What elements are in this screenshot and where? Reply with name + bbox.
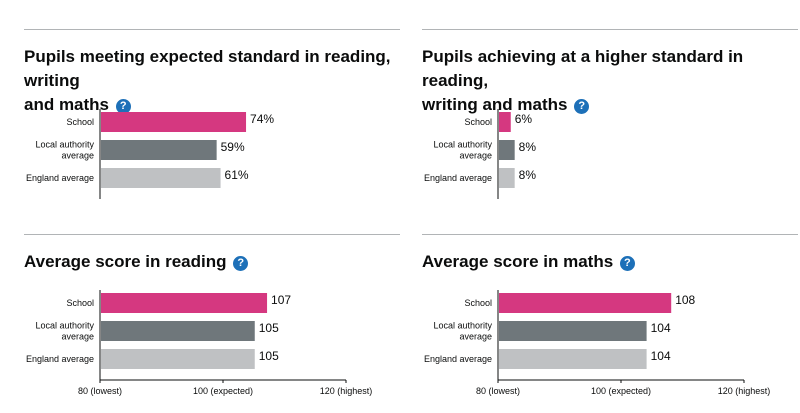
question-mark-help-icon[interactable]: ? — [115, 99, 131, 114]
category-label: School — [66, 117, 94, 127]
data-label: 108 — [675, 293, 695, 307]
bar-local-authority — [101, 140, 217, 160]
category-label: Local authority — [35, 321, 94, 331]
data-label: 105 — [259, 321, 279, 335]
bar-local-authority — [499, 140, 515, 160]
chart-title-line: Average score in maths — [422, 252, 614, 271]
chart-panel-higher-standard: Pupils achieving at a higher standard in… — [422, 29, 798, 209]
chart-panel-maths-score: Average score in maths ? 108 School 104 Loc… — [422, 234, 798, 413]
divider — [422, 234, 798, 235]
chart-title-line: Average score in reading — [24, 252, 227, 271]
bar-england — [499, 349, 647, 369]
tick-label: 100 (expected) — [591, 386, 651, 396]
bar-england — [101, 168, 221, 188]
divider — [24, 234, 400, 235]
category-label: Local authority — [433, 321, 492, 331]
bar-local-authority — [499, 321, 647, 341]
bar-local-authority — [101, 321, 255, 341]
category-label: average — [61, 151, 94, 161]
category-label: Local authority — [433, 140, 492, 150]
tick-label: 120 (highest) — [718, 386, 771, 396]
bar-school — [101, 293, 268, 313]
chart-title-line: and maths — [24, 95, 110, 114]
category-label: School — [464, 117, 492, 127]
chart-title: Average score in reading ? — [24, 250, 249, 274]
divider — [24, 29, 400, 30]
divider — [422, 29, 798, 30]
chart-title-line: Pupils meeting expected standard in read… — [24, 47, 391, 90]
category-label: Local authority — [35, 140, 94, 150]
data-label: 6% — [515, 112, 533, 126]
chart-title: Pupils meeting expected standard in read… — [24, 45, 400, 117]
data-label: 74% — [250, 112, 274, 126]
category-label: School — [66, 298, 94, 308]
chart-title: Average score in maths ? — [422, 250, 635, 274]
data-label: 105 — [259, 349, 279, 363]
chart-panel-reading-score: Average score in reading ? 107 School 105 L… — [24, 234, 400, 413]
chart-title: Pupils achieving at a higher standard in… — [422, 45, 798, 117]
data-label: 59% — [221, 140, 245, 154]
category-label: England average — [26, 173, 94, 183]
chart-title-line: Pupils achieving at a higher standard in… — [422, 47, 744, 90]
tick-label: 80 (lowest) — [78, 386, 122, 396]
question-mark-help-icon[interactable]: ? — [233, 256, 249, 271]
tick-label: 100 (expected) — [193, 386, 253, 396]
data-label: 8% — [519, 140, 537, 154]
category-label: England average — [26, 354, 94, 364]
question-mark-help-icon[interactable]: ? — [619, 256, 635, 271]
bar-england — [101, 349, 255, 369]
data-label: 104 — [651, 321, 671, 335]
question-mark-help-icon[interactable]: ? — [574, 99, 590, 114]
tick-label: 80 (lowest) — [476, 386, 520, 396]
category-label: average — [459, 151, 492, 161]
chart-panel-expected-standard: Pupils meeting expected standard in read… — [24, 29, 400, 209]
category-label: average — [61, 332, 94, 342]
category-label: England average — [424, 354, 492, 364]
data-label: 104 — [651, 349, 671, 363]
bar-school — [101, 112, 247, 132]
category-label: School — [464, 298, 492, 308]
data-label: 61% — [225, 168, 249, 182]
data-label: 107 — [271, 293, 291, 307]
bar-school — [499, 293, 672, 313]
bar-school — [499, 112, 511, 132]
chart-title-line: writing and maths — [422, 95, 568, 114]
tick-label: 120 (highest) — [320, 386, 373, 396]
data-label: 8% — [519, 168, 537, 182]
category-label: England average — [424, 173, 492, 183]
bar-england — [499, 168, 515, 188]
category-label: average — [459, 332, 492, 342]
